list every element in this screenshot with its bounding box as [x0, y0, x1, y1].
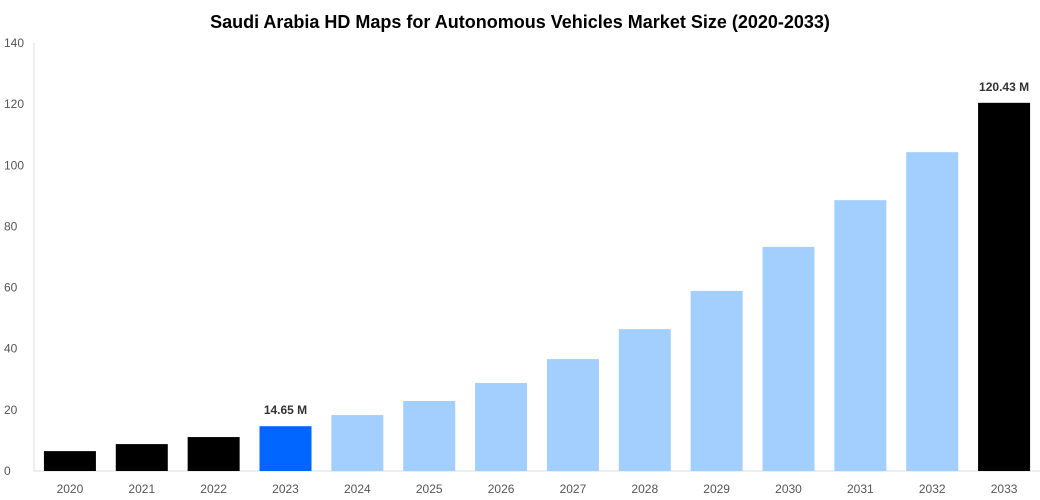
chart-title: Saudi Arabia HD Maps for Autonomous Vehi…	[210, 12, 830, 32]
x-tick-label: 2021	[128, 482, 155, 496]
bar-2022	[187, 437, 240, 471]
x-tick-label: 2029	[703, 482, 730, 496]
bar-2030	[762, 246, 815, 471]
x-tick-label: 2022	[200, 482, 227, 496]
x-tick-label: 2027	[560, 482, 587, 496]
x-tick-label: 2033	[991, 482, 1018, 496]
x-tick-label: 2024	[344, 482, 371, 496]
bar-2032	[906, 152, 959, 471]
x-tick-label: 2026	[488, 482, 515, 496]
bar-2029	[690, 290, 743, 471]
bar-2021	[115, 444, 168, 471]
bar-2025	[403, 400, 456, 471]
bar-2024	[331, 415, 384, 471]
y-tick-label: 20	[4, 403, 18, 417]
data-label: 14.65 M	[264, 403, 307, 417]
y-tick-label: 60	[4, 281, 18, 295]
x-tick-label: 2031	[847, 482, 874, 496]
x-tick-label: 2032	[919, 482, 946, 496]
y-tick-label: 140	[4, 36, 24, 50]
y-tick-label: 100	[4, 158, 24, 172]
y-tick-label: 80	[4, 219, 18, 233]
bar-2031	[834, 200, 887, 471]
x-tick-label: 2020	[57, 482, 84, 496]
y-tick-label: 120	[4, 97, 24, 111]
bar-2027	[546, 359, 599, 471]
x-tick-label: 2028	[631, 482, 658, 496]
bar-2020	[43, 451, 96, 471]
bar-2023	[259, 426, 312, 471]
x-tick-label: 2030	[775, 482, 802, 496]
y-tick-label: 40	[4, 342, 18, 356]
y-tick-label: 0	[4, 464, 11, 478]
x-tick-label: 2023	[272, 482, 299, 496]
bar-2028	[618, 329, 671, 471]
bar-2026	[475, 382, 528, 471]
data-label: 120.43 M	[979, 80, 1029, 94]
bar-2033	[978, 102, 1031, 472]
x-tick-label: 2025	[416, 482, 443, 496]
